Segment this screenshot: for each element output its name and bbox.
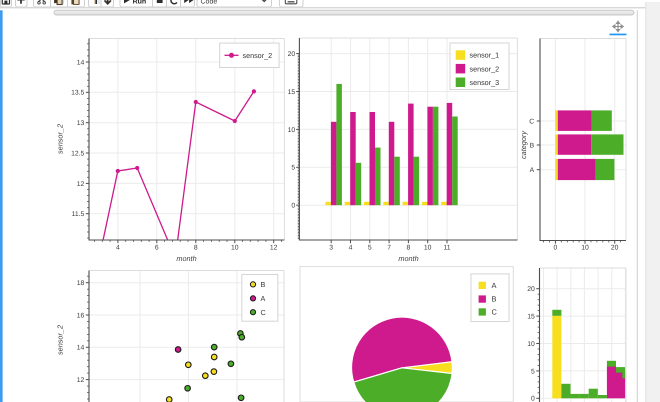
svg-text:20: 20 <box>527 286 535 293</box>
svg-text:B: B <box>530 142 535 149</box>
svg-text:11.5: 11.5 <box>72 211 85 218</box>
svg-text:B: B <box>492 295 497 304</box>
svg-text:13: 13 <box>77 120 85 127</box>
svg-text:0: 0 <box>554 245 558 252</box>
svg-text:A: A <box>530 167 535 174</box>
svg-text:10: 10 <box>527 341 535 348</box>
svg-text:14: 14 <box>77 59 85 66</box>
svg-text:0: 0 <box>291 203 295 210</box>
svg-text:month: month <box>176 254 196 263</box>
svg-text:15: 15 <box>527 314 535 321</box>
svg-text:C: C <box>492 308 498 317</box>
svg-text:10: 10 <box>231 245 239 252</box>
svg-text:sensor_1: sensor_1 <box>470 51 500 60</box>
svg-text:12: 12 <box>270 245 278 252</box>
svg-text:C: C <box>261 308 266 317</box>
svg-text:8: 8 <box>407 245 411 252</box>
svg-text:14: 14 <box>77 345 85 352</box>
svg-text:12: 12 <box>77 181 85 188</box>
svg-text:10: 10 <box>288 127 296 134</box>
svg-text:20: 20 <box>288 51 296 58</box>
svg-text:0: 0 <box>531 396 535 402</box>
svg-text:5: 5 <box>291 165 295 172</box>
svg-text:C: C <box>529 118 534 125</box>
svg-text:7: 7 <box>387 245 391 252</box>
svg-text:category: category <box>519 130 528 159</box>
svg-text:11: 11 <box>443 245 450 252</box>
svg-text:10: 10 <box>424 245 432 252</box>
svg-text:18: 18 <box>77 280 85 287</box>
svg-text:4: 4 <box>116 245 120 252</box>
svg-text:4: 4 <box>349 245 353 252</box>
svg-text:12.5: 12.5 <box>71 150 84 157</box>
svg-text:Run: Run <box>133 0 147 5</box>
svg-text:sensor_2: sensor_2 <box>56 325 65 355</box>
svg-text:8: 8 <box>194 245 198 252</box>
svg-text:16: 16 <box>77 312 85 319</box>
svg-text:15: 15 <box>288 89 296 96</box>
svg-text:10: 10 <box>581 245 589 252</box>
svg-text:sensor_2: sensor_2 <box>56 124 65 154</box>
svg-text:6: 6 <box>155 245 159 252</box>
svg-text:sensor_3: sensor_3 <box>470 78 500 87</box>
svg-text:Code: Code <box>201 0 218 5</box>
svg-text:month: month <box>398 254 418 263</box>
svg-text:5: 5 <box>531 368 535 375</box>
svg-text:13.5: 13.5 <box>71 90 84 97</box>
svg-text:B: B <box>261 280 266 289</box>
svg-text:20: 20 <box>611 245 619 252</box>
svg-text:5: 5 <box>368 245 372 252</box>
svg-text:sensor_2: sensor_2 <box>470 64 500 73</box>
svg-text:3: 3 <box>329 245 333 252</box>
svg-text:A: A <box>261 294 266 303</box>
svg-text:sensor_2: sensor_2 <box>243 51 273 60</box>
svg-text:A: A <box>492 281 497 290</box>
svg-text:12: 12 <box>77 377 85 384</box>
